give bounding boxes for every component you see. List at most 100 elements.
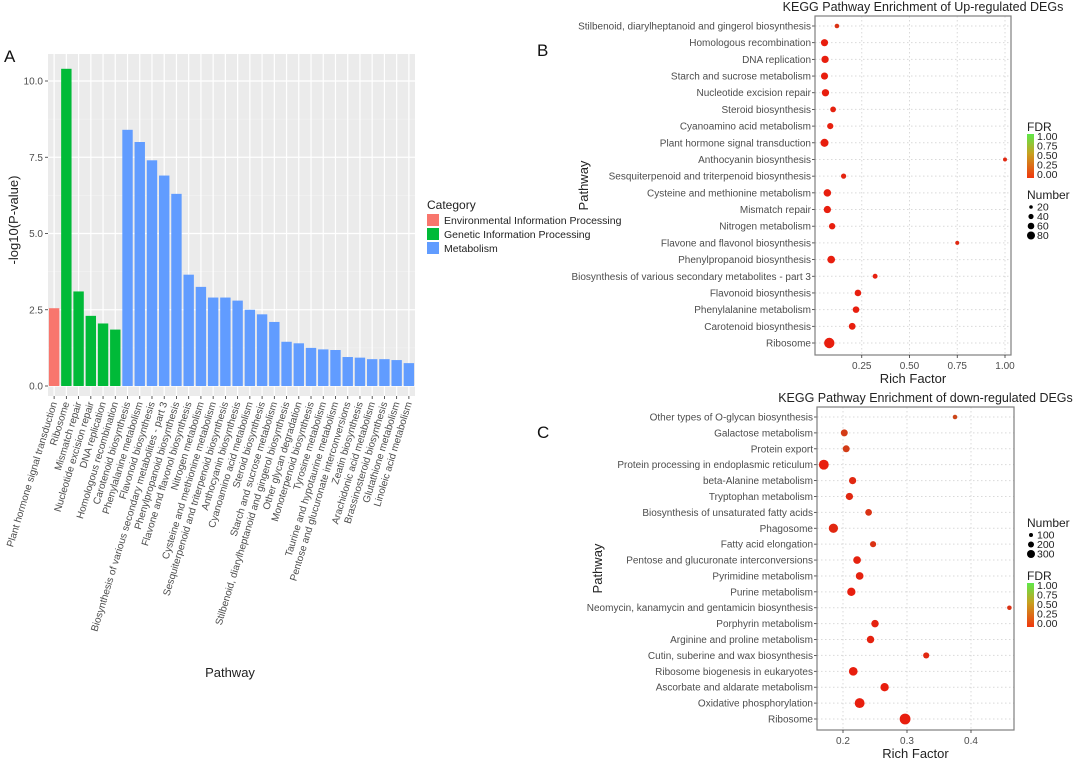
data-point <box>840 173 847 179</box>
bar <box>330 350 341 386</box>
bar <box>232 300 243 386</box>
y-tick-label: 2.5 <box>29 305 43 316</box>
fdr-legend-tick: 0.25 <box>1037 609 1058 621</box>
x-tick-label: 0.3 <box>900 736 914 747</box>
y-axis-label: -log10(P-value) <box>6 176 21 265</box>
x-tick-label: 0.75 <box>948 361 968 372</box>
y-tick-label: Purine metabolism <box>730 587 813 598</box>
bar <box>403 363 415 386</box>
panel-label-b: B <box>537 41 548 60</box>
bar <box>73 291 84 386</box>
number-legend-tick: 20 <box>1037 202 1049 214</box>
x-tick-label: 0.25 <box>852 361 872 372</box>
chart-title: KEGG Pathway Enrichment of down-regulate… <box>778 391 1073 405</box>
y-tick-label: Starch and sucrose metabolism <box>671 72 811 83</box>
y-tick-label: 5.0 <box>29 229 43 240</box>
y-tick-label: Biosynthesis of various secondary metabo… <box>571 272 811 283</box>
x-tick-label: 0.2 <box>836 736 850 747</box>
data-point <box>827 123 834 130</box>
bar <box>379 359 390 386</box>
x-tick-label: Plant hormone signal transduction <box>5 401 60 549</box>
legend-swatch <box>427 242 439 254</box>
data-point <box>820 39 829 47</box>
bar <box>183 274 194 386</box>
fdr-colorbar <box>1027 134 1034 178</box>
number-legend-dot <box>1029 533 1033 537</box>
y-tick-label: Homologous recombination <box>689 38 811 49</box>
fdr-legend-tick: 0.50 <box>1037 150 1058 162</box>
number-legend-dot <box>1027 231 1035 240</box>
y-tick-label: Nitrogen metabolism <box>719 222 811 233</box>
data-point <box>821 55 829 64</box>
data-point <box>870 541 877 548</box>
data-point <box>923 652 930 659</box>
plot-border <box>814 15 1012 356</box>
y-tick-label: Cutin, suberine and wax biosynthesis <box>648 651 813 662</box>
fdr-legend-tick: 1.00 <box>1037 131 1058 143</box>
y-tick-label: Galactose metabolism <box>714 428 813 439</box>
legend-entry: Environmental Information Processing <box>444 215 622 227</box>
fdr-colorbar <box>1027 583 1034 627</box>
data-point <box>840 429 848 437</box>
data-point <box>854 698 865 709</box>
y-tick-label: Nucleotide excision repair <box>696 88 811 99</box>
data-point <box>866 635 875 644</box>
bar <box>146 160 158 386</box>
y-tick-label: Sesquiterpenoid and triterpenoid biosynt… <box>609 172 811 183</box>
y-tick-label: Flavonoid biosynthesis <box>710 288 811 299</box>
legend-entry: Metabolism <box>444 243 498 255</box>
bar <box>269 321 280 386</box>
y-tick-label: beta-Alanine metabolism <box>703 476 813 487</box>
data-point <box>828 223 836 230</box>
bar <box>318 349 329 386</box>
data-point <box>848 322 856 330</box>
y-tick-label: Phenylalanine metabolism <box>694 305 811 316</box>
data-point <box>847 587 856 597</box>
bar <box>305 347 317 386</box>
y-tick-label: Steroid biosynthesis <box>722 105 812 116</box>
bar <box>391 360 402 386</box>
data-point <box>955 240 960 245</box>
y-tick-label: Neomycin, kanamycin and gentamicin biosy… <box>587 603 813 614</box>
x-axis-label: Pathway <box>205 665 255 680</box>
y-tick-label: Other types of O-glycan biosynthesis <box>650 413 813 424</box>
number-legend-dot <box>1029 205 1033 209</box>
y-tick-label: Ribosome <box>766 339 811 350</box>
fdr-legend-title: FDR <box>1027 120 1052 134</box>
y-tick-label: Fatty acid elongation <box>721 540 813 551</box>
data-point <box>1003 157 1007 162</box>
bar <box>207 297 219 386</box>
y-tick-label: 7.5 <box>29 153 43 164</box>
fdr-legend-tick: 0.50 <box>1037 599 1058 611</box>
panel-a-plot-background <box>48 54 415 396</box>
legend-swatch <box>427 228 439 240</box>
number-legend-tick: 80 <box>1037 230 1049 242</box>
number-legend-dot <box>1027 550 1035 558</box>
bar <box>110 329 121 386</box>
data-point <box>872 273 878 279</box>
number-legend-tick: 100 <box>1037 530 1055 542</box>
data-point <box>899 713 911 725</box>
y-tick-label: Arginine and proline metabolism <box>670 635 813 646</box>
y-tick-label: Carotenoid biosynthesis <box>704 322 811 333</box>
data-point <box>821 89 830 97</box>
bar <box>97 323 109 386</box>
bar <box>171 193 182 386</box>
fdr-legend-tick: 1.00 <box>1037 580 1058 592</box>
data-point <box>828 523 839 533</box>
x-tick-label: 0.4 <box>964 736 978 747</box>
x-tick-label: 1.00 <box>995 361 1015 372</box>
x-axis-label: Rich Factor <box>880 371 947 386</box>
data-point <box>848 476 857 485</box>
number-legend-dot <box>1028 213 1034 220</box>
number-legend-tick: 200 <box>1037 539 1055 551</box>
bar <box>293 343 304 386</box>
y-axis-label: Pathway <box>576 160 591 210</box>
data-point <box>823 205 832 214</box>
y-tick-label: Ascorbate and aldarate metabolism <box>656 683 813 694</box>
y-tick-label: Ribosome <box>768 715 813 726</box>
y-tick-label: Pentose and glucuronate interconversions <box>626 556 813 567</box>
y-tick-label: Phagosome <box>760 524 814 535</box>
data-point <box>827 255 836 264</box>
